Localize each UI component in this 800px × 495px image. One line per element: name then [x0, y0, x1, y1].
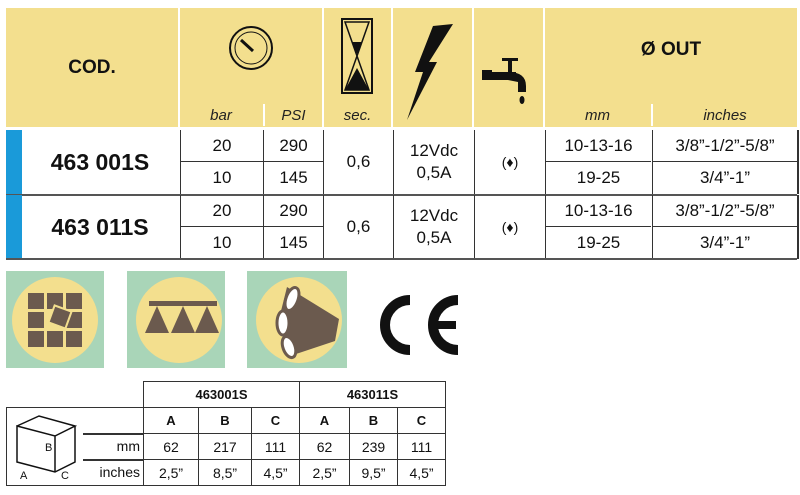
dim-col-header: B [198, 407, 252, 434]
outlet-inches: 3/8”-1/2”-5/8” [652, 130, 797, 162]
lightning-icon [407, 24, 453, 120]
box-label-c: C [61, 470, 69, 482]
pressure-bar: 20 [180, 195, 263, 227]
pressure-psi: 145 [263, 227, 323, 259]
dim-col-header: A [299, 407, 350, 434]
flow: (♦) [474, 130, 545, 194]
row-border [797, 130, 799, 194]
divider [83, 459, 144, 461]
model-header: 463011S [299, 381, 446, 408]
product-marker [6, 130, 22, 194]
outlet-inches: 3/4”-1” [652, 162, 797, 194]
box-dimensions-icon [16, 415, 77, 473]
header-bar: bar [210, 106, 232, 124]
pressure-bar: 10 [180, 162, 263, 194]
time-sec: 0,6 [323, 130, 393, 194]
dim-inches: 4,5” [397, 459, 446, 486]
tap-icon [482, 58, 526, 104]
dim-mm: 62 [143, 433, 199, 460]
pressure-bar: 10 [180, 227, 263, 259]
header-sec-label: sec. [343, 106, 372, 124]
dim-inches: 9,5” [349, 459, 398, 486]
outlet-mm: 19-25 [545, 227, 651, 259]
power: 12Vdc 0,5A [393, 130, 474, 194]
dim-col-header: C [251, 407, 300, 434]
header-power [393, 8, 472, 127]
header-sec: sec. [324, 8, 391, 127]
hourglass-icon [341, 18, 373, 94]
header-code: COD. [6, 8, 178, 127]
row-border [797, 195, 799, 259]
outlet-mm: 19-25 [545, 162, 651, 194]
dim-col-header: A [143, 407, 199, 434]
product-marker [6, 195, 22, 259]
header-psi: PSI [263, 104, 322, 126]
mm-label: mm [116, 438, 140, 454]
header-out-label: Ø OUT [640, 39, 702, 60]
pressure-gauge-icon [229, 26, 273, 70]
multi-nozzle-icon [247, 271, 347, 368]
amperage: 0,5A [416, 163, 452, 182]
header-pressure: bar PSI [180, 8, 322, 127]
dim-mm: 62 [299, 433, 350, 460]
dim-inches: 4,5” [251, 459, 300, 486]
dim-col-header: C [397, 407, 446, 434]
dimension-box [6, 407, 144, 486]
dim-mm: 111 [251, 433, 300, 460]
voltage: 12Vdc [409, 141, 459, 160]
dim-mm: 217 [198, 433, 252, 460]
dim-mm: 111 [397, 433, 446, 460]
model-header: 463001S [143, 381, 300, 408]
dim-inches: 2,5” [143, 459, 199, 486]
outlet-inches: 3/4”-1” [652, 227, 797, 259]
dim-mm: 239 [349, 433, 398, 460]
header-inches: inches [651, 104, 797, 126]
spray-boom-icon [127, 271, 225, 368]
power: 12Vdc 0,5A [393, 195, 474, 259]
box-label-a: A [20, 470, 28, 482]
dim-inches: 2,5” [299, 459, 350, 486]
product-code: 463 011S [51, 213, 149, 240]
ce-mark [380, 295, 459, 355]
divider [6, 258, 797, 260]
flow: (♦) [474, 195, 545, 259]
product-code: 463 001S [50, 148, 150, 175]
voltage: 12Vdc [409, 206, 459, 225]
inches-label: inches [99, 464, 140, 480]
outlet-mm: 10-13-16 [545, 130, 651, 162]
dim-inches: 8,5” [198, 459, 252, 486]
header-out: Ø OUT mm inches [545, 8, 797, 127]
divider [83, 433, 144, 435]
pressure-psi: 290 [263, 195, 323, 227]
amperage: 0,5A [416, 228, 452, 247]
pressure-psi: 290 [263, 130, 323, 162]
tiles-icon [6, 271, 104, 368]
outlet-inches: 3/8”-1/2”-5/8” [652, 195, 797, 227]
header-flow [474, 8, 543, 127]
pressure-psi: 145 [263, 162, 323, 194]
divider [6, 194, 797, 196]
outlet-mm: 10-13-16 [545, 195, 651, 227]
box-label-b: B [45, 442, 53, 454]
pressure-bar: 20 [180, 130, 263, 162]
dim-col-header: B [349, 407, 398, 434]
time-sec: 0,6 [323, 195, 393, 259]
header-mm: mm [585, 106, 610, 124]
